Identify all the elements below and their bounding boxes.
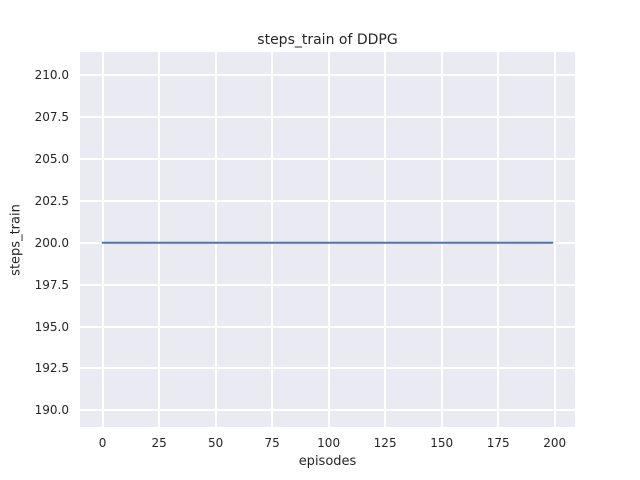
- plot-area: [80, 52, 575, 427]
- vertical-gridline: [271, 52, 274, 427]
- horizontal-gridline: [80, 158, 575, 161]
- vertical-gridline: [158, 52, 161, 427]
- x-tick-label: 200: [543, 436, 567, 450]
- y-tick-label: 200.0: [34, 235, 69, 250]
- x-axis-label: episodes: [298, 454, 357, 469]
- x-tick-label: 0: [98, 436, 107, 450]
- horizontal-gridline: [80, 409, 575, 412]
- x-tick-label: 50: [207, 436, 224, 450]
- y-tick-label: 202.5: [34, 193, 69, 208]
- vertical-gridline: [553, 52, 556, 427]
- x-tick-label: 125: [373, 436, 397, 450]
- x-tick-label: 100: [317, 436, 341, 450]
- x-tick-label: 150: [430, 436, 454, 450]
- x-tick-label: 75: [264, 436, 280, 450]
- vertical-gridline: [440, 52, 443, 427]
- y-tick-label: 205.0: [34, 152, 69, 167]
- x-tick-label: 175: [486, 436, 510, 450]
- x-tick-label: 25: [151, 436, 167, 450]
- vertical-gridline: [327, 52, 330, 427]
- horizontal-gridline: [80, 367, 575, 370]
- y-tick-label: 197.5: [34, 277, 69, 292]
- horizontal-gridline: [80, 283, 575, 286]
- y-tick-label: 190.0: [34, 403, 69, 418]
- horizontal-gridline: [80, 325, 575, 328]
- series-layer: [101, 241, 554, 244]
- vertical-gridline: [214, 52, 217, 427]
- horizontal-gridline: [80, 74, 575, 77]
- horizontal-gridline: [80, 199, 575, 202]
- horizontal-gridline: [80, 116, 575, 119]
- y-tick-label: 195.0: [34, 319, 69, 334]
- chart-title: steps_train of DDPG: [257, 32, 398, 48]
- vertical-gridline: [384, 52, 387, 427]
- y-tick-label: 207.5: [34, 110, 69, 125]
- vertical-gridline: [497, 52, 500, 427]
- y-tick-label: 192.5: [34, 361, 69, 376]
- vertical-gridline: [101, 52, 104, 427]
- y-tick-label: 210.0: [34, 68, 69, 83]
